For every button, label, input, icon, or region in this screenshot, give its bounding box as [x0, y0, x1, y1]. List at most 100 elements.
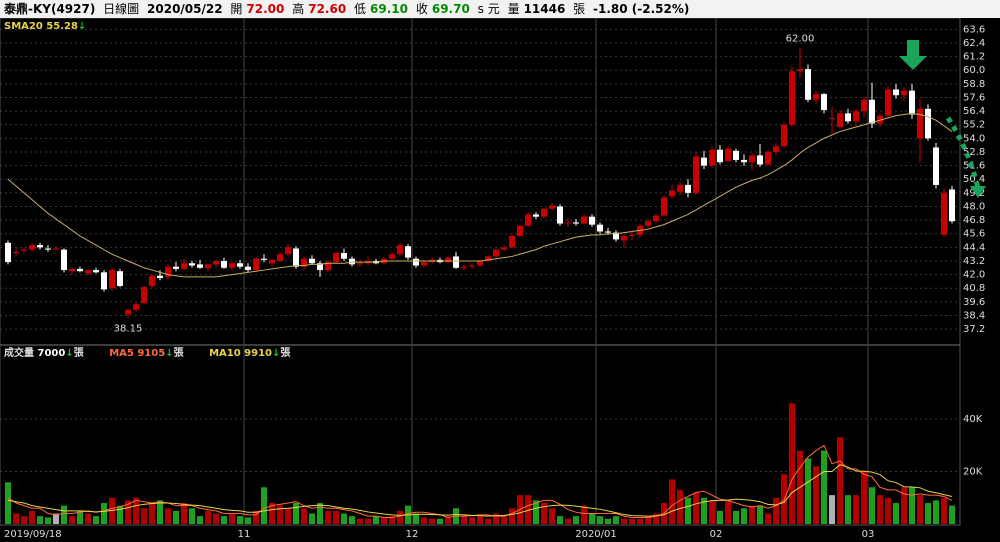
volume-bar	[557, 516, 563, 524]
volume-bar	[165, 508, 171, 524]
candle-body	[229, 263, 235, 268]
candle-body	[941, 192, 947, 235]
volume-bar	[5, 482, 11, 524]
candle-body	[181, 263, 187, 269]
candle-body	[853, 111, 859, 122]
candle-body	[669, 190, 675, 197]
volume-bar	[845, 495, 851, 524]
candle-body	[629, 234, 635, 236]
candle-body	[245, 266, 251, 271]
arrow-icon: ↓	[78, 21, 86, 32]
volume-bar	[581, 505, 587, 524]
volume-bar	[509, 508, 515, 524]
candle-body	[933, 147, 939, 185]
y-tick-label: 37.2	[963, 324, 985, 335]
y-tick-label: 40K	[963, 414, 983, 425]
y-tick-label: 54.0	[963, 133, 985, 144]
candle-body	[21, 249, 27, 251]
volume-bar	[573, 516, 579, 524]
volume-bar	[925, 503, 931, 524]
volume-bar	[381, 517, 387, 524]
volume-bar	[229, 513, 235, 524]
y-tick-label: 38.4	[963, 310, 985, 321]
candle-body	[253, 258, 259, 271]
volume-bar	[821, 450, 827, 524]
volume-bar	[357, 518, 363, 524]
candle-body	[677, 184, 683, 192]
volume-bar	[717, 510, 723, 524]
y-tick-label: 44.4	[963, 242, 985, 253]
candle-body	[813, 94, 819, 100]
y-tick-label: 55.2	[963, 120, 985, 131]
candle-body	[141, 287, 147, 303]
x-tick-label: 11	[238, 529, 251, 540]
candle-body	[413, 258, 419, 266]
y-tick-label: 50.4	[963, 174, 985, 185]
volume-bar	[333, 510, 339, 524]
volume-bar	[189, 508, 195, 524]
candle-body	[301, 258, 307, 267]
candle-body	[861, 99, 867, 112]
y-tick-label: 57.6	[963, 92, 985, 103]
candle-body	[605, 231, 611, 233]
candle-body	[85, 270, 91, 274]
x-tick-label: 03	[862, 529, 875, 540]
candle-body	[317, 263, 323, 271]
candle-body	[469, 265, 475, 267]
volume-value: 7000	[37, 348, 65, 359]
candle-body	[797, 69, 803, 72]
candle-body	[869, 99, 875, 124]
volume-bar	[373, 516, 379, 524]
volume-bar	[461, 516, 467, 524]
candle-body	[733, 150, 739, 160]
candle-body	[597, 224, 603, 232]
volume-bar	[597, 516, 603, 524]
dotted-arrow-head	[970, 186, 986, 198]
close: 69.70	[431, 2, 470, 16]
volume-bar	[549, 508, 555, 524]
volume-bar	[317, 503, 323, 524]
volume-bar	[325, 510, 331, 524]
ma5-name: MA5	[109, 348, 134, 359]
candle-body	[845, 113, 851, 122]
candle-body	[693, 156, 699, 193]
candle-body	[501, 247, 507, 250]
x-tick-label: 2020/01	[575, 529, 617, 540]
sma-legend: SMA20 55.28↓	[4, 21, 86, 32]
y-tick-label: 43.2	[963, 256, 985, 267]
volume-bar	[685, 497, 691, 524]
volume-bar	[37, 516, 43, 524]
candle-body	[557, 206, 563, 224]
volume-bar	[349, 516, 355, 524]
volume-bar	[197, 516, 203, 524]
candle-body	[149, 275, 155, 286]
candle-body	[221, 260, 227, 268]
volume-bar	[693, 492, 699, 524]
open: 72.00	[246, 2, 285, 16]
candle-body	[213, 260, 219, 265]
candle-body	[701, 157, 707, 166]
volume-unit: 張	[74, 347, 85, 359]
volume-bar	[869, 487, 875, 524]
volume-bar	[85, 513, 91, 524]
candle-body	[5, 242, 11, 263]
candle-body	[621, 236, 627, 241]
y-tick-label: 20K	[963, 467, 983, 478]
header: 泰鼎-KY(4927) 日線圖 2020/05/22 開 72.00 高 72.60…	[0, 0, 1000, 18]
candle-body	[709, 149, 715, 166]
volume-bar	[253, 510, 259, 524]
volume-bar	[397, 510, 403, 524]
volume-bar	[645, 516, 651, 524]
y-tick-label: 61.2	[963, 52, 985, 63]
volume-unit: 張	[573, 2, 586, 16]
volume-bar	[173, 510, 179, 524]
volume-bar	[709, 500, 715, 524]
candle-body	[197, 264, 203, 268]
volume-bar	[93, 516, 99, 524]
y-tick-label: 58.8	[963, 79, 985, 90]
volume-bar	[109, 497, 115, 524]
volume-bar	[541, 503, 547, 524]
candle-body	[453, 256, 459, 268]
candle-body	[389, 254, 395, 259]
